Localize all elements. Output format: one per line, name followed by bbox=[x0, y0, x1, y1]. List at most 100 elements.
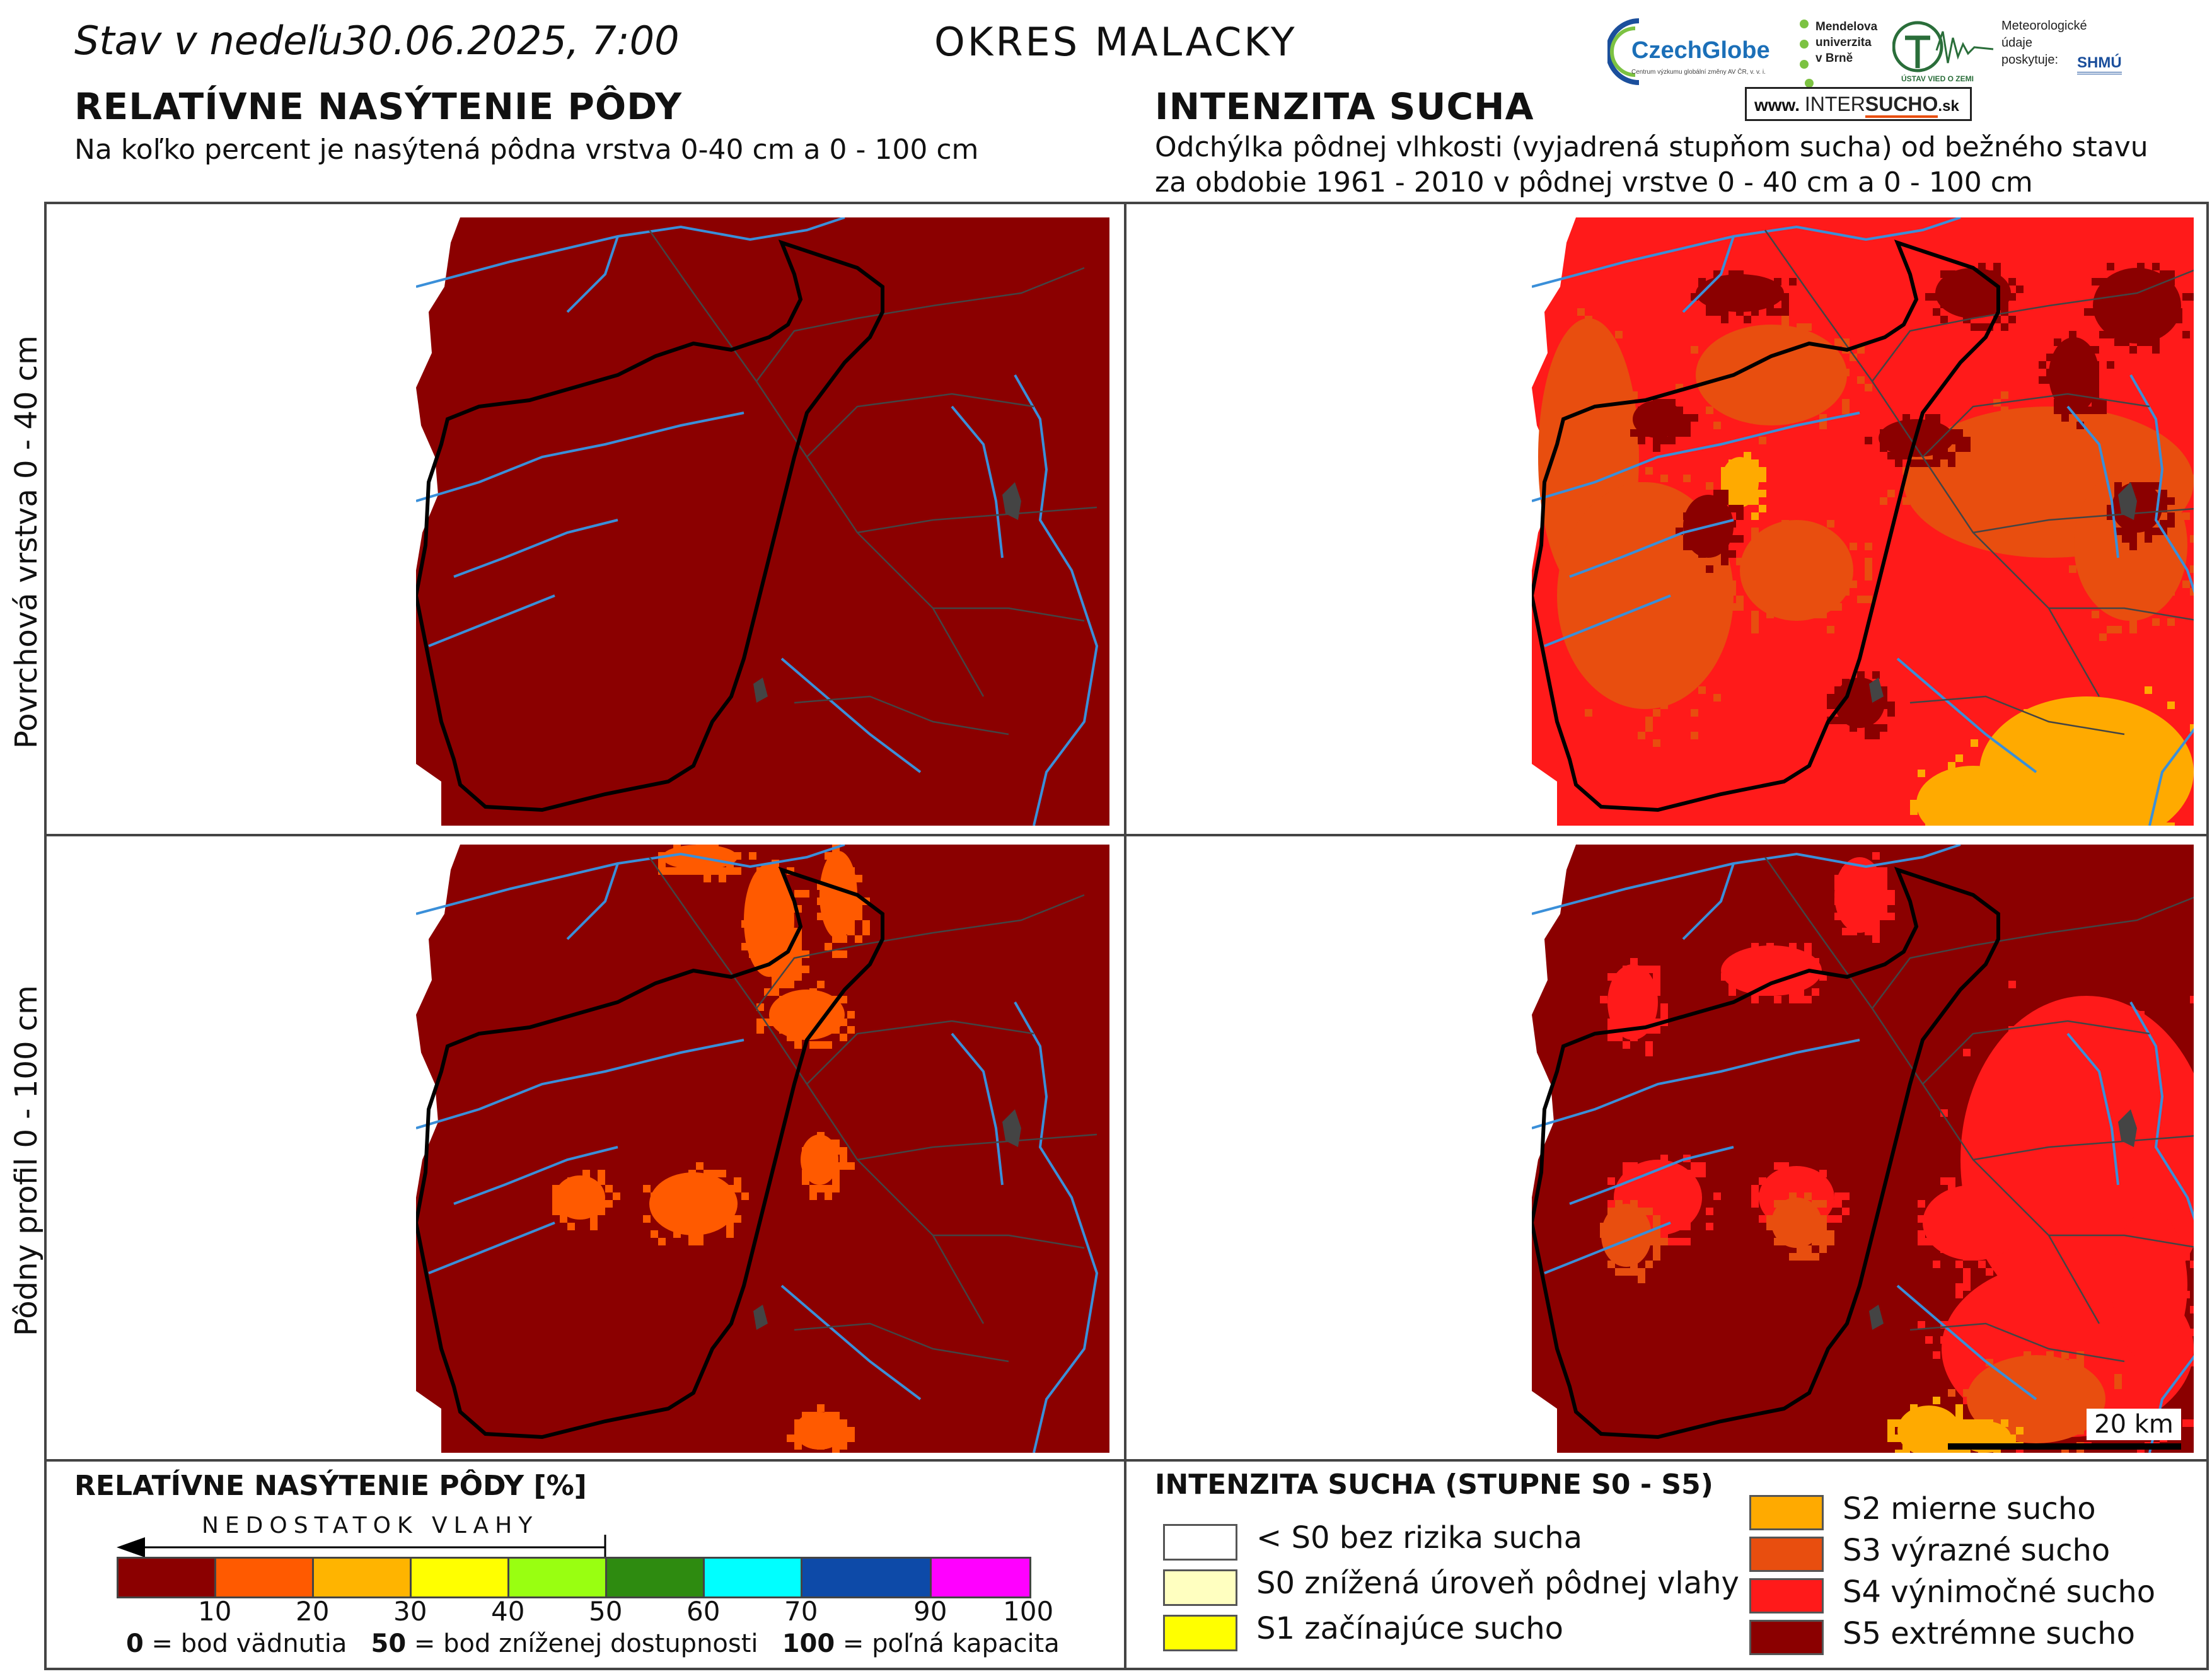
note-100-text: = poľná kapacita bbox=[835, 1629, 1060, 1658]
drought-patch bbox=[1683, 1223, 1691, 1230]
drought-patch bbox=[1986, 1389, 1993, 1397]
drought-patch bbox=[832, 928, 840, 935]
drought-patch bbox=[1910, 459, 1918, 467]
drought-patch bbox=[590, 1223, 598, 1230]
drought-patch bbox=[1751, 308, 1759, 316]
drought-patch bbox=[2107, 1276, 2114, 1283]
drought-patch bbox=[1940, 301, 1948, 308]
drought-patch bbox=[1645, 1261, 1653, 1268]
drought-patch bbox=[1721, 543, 1728, 550]
drought-patch bbox=[1577, 308, 1585, 316]
drought-patch bbox=[2114, 1329, 2122, 1336]
drought-patch bbox=[643, 1185, 651, 1192]
drought-patch bbox=[1955, 429, 1963, 437]
drought-patch bbox=[2016, 1230, 2024, 1238]
colorbar-segment bbox=[216, 1559, 314, 1596]
drought-patch bbox=[1638, 422, 1645, 429]
drought-patch bbox=[2182, 580, 2190, 588]
drought-patch bbox=[832, 1170, 840, 1177]
drought-patch bbox=[825, 1185, 832, 1192]
drought-patch bbox=[825, 1412, 832, 1419]
drought-patch bbox=[2001, 1419, 2008, 1427]
drought-patch bbox=[1607, 1034, 1615, 1041]
drought-patch bbox=[1857, 376, 1865, 384]
drought-patch bbox=[1759, 1215, 1766, 1223]
drought-patch bbox=[2182, 512, 2190, 520]
drought-patch bbox=[711, 1170, 719, 1177]
drought-patch bbox=[2084, 407, 2092, 414]
drought-patch bbox=[1781, 1200, 1789, 1208]
drought-patch bbox=[840, 996, 847, 1003]
drought-patch bbox=[734, 852, 741, 860]
drought-patch bbox=[2112, 1210, 2187, 1361]
drought-patch bbox=[2167, 490, 2175, 497]
drought-patch bbox=[1630, 966, 1638, 973]
drought-patch bbox=[1857, 679, 1865, 686]
drought-patch bbox=[1706, 1208, 1713, 1215]
drought-patch bbox=[688, 867, 696, 875]
drought-patch bbox=[1993, 437, 2001, 444]
drought-patch bbox=[1751, 512, 1759, 520]
drought-patch bbox=[749, 950, 756, 958]
drought-patch bbox=[1653, 1230, 1660, 1238]
drought-patch bbox=[1925, 1215, 1933, 1223]
drought-patch bbox=[1781, 308, 1789, 316]
admin-lines bbox=[1764, 229, 2194, 736]
drought-patch bbox=[1744, 950, 1751, 958]
drought-patch bbox=[651, 1230, 658, 1238]
drought-patch bbox=[1918, 1200, 1925, 1208]
drought-patch bbox=[1865, 732, 1872, 739]
drought-patch bbox=[726, 1230, 734, 1238]
drought-patch bbox=[1630, 429, 1638, 437]
meteo-line2: údaje bbox=[2001, 36, 2032, 50]
drought-patch bbox=[2008, 981, 2016, 988]
drought-patch bbox=[1653, 1215, 1660, 1223]
drought-patch bbox=[1607, 1019, 1615, 1026]
drought-patch bbox=[1660, 701, 1668, 709]
drought-patch bbox=[1615, 1215, 1623, 1223]
drought-patch bbox=[1607, 1261, 1615, 1268]
drought-patch bbox=[2099, 331, 2107, 338]
drought-patch bbox=[862, 928, 870, 935]
drought-patch bbox=[1925, 807, 1933, 815]
drought-patch bbox=[2152, 338, 2160, 346]
drought-patch bbox=[1842, 580, 1850, 588]
drought-patch bbox=[666, 1215, 673, 1223]
drought-patch bbox=[794, 1034, 802, 1041]
drought-patch bbox=[1751, 497, 1759, 505]
drought-patch bbox=[1880, 905, 1887, 913]
drought-patch bbox=[2137, 1450, 2145, 1453]
drought-patch bbox=[1615, 1019, 1623, 1026]
drought-patch bbox=[1933, 1397, 1940, 1404]
drought-patch bbox=[1706, 369, 1713, 376]
drought-patch bbox=[2008, 1434, 2016, 1442]
drought-patch bbox=[2001, 391, 2008, 399]
drought-patch bbox=[552, 1185, 560, 1192]
drought-patch bbox=[2152, 1374, 2160, 1382]
drought-patch bbox=[2145, 452, 2152, 459]
drought-patch bbox=[1834, 338, 1842, 346]
drought-patch bbox=[2084, 490, 2092, 497]
drought-patch bbox=[825, 852, 832, 860]
drought-patch bbox=[2152, 724, 2160, 732]
drought-patch bbox=[2175, 316, 2182, 323]
drought-patch bbox=[1834, 603, 1842, 611]
drought-patch bbox=[2069, 565, 2076, 573]
drought-patch bbox=[2167, 618, 2175, 626]
drought-patch bbox=[1834, 1192, 1842, 1200]
drought-patch bbox=[2190, 475, 2194, 482]
drought-patch bbox=[1668, 437, 1676, 444]
drought-patch bbox=[1880, 497, 1887, 505]
drought-patch bbox=[1865, 543, 1872, 550]
drought-patch bbox=[2092, 1397, 2099, 1404]
drought-patch bbox=[1645, 1049, 1653, 1056]
drought-patch bbox=[2175, 1261, 2182, 1268]
drought-patch bbox=[794, 966, 802, 973]
scale-bar bbox=[1948, 1443, 2181, 1450]
drought-patch bbox=[1676, 1170, 1683, 1177]
drought-patch bbox=[2031, 1223, 2039, 1230]
drought-patch bbox=[598, 1200, 605, 1208]
drought-patch bbox=[1728, 505, 1736, 512]
drought-patch bbox=[1978, 1427, 1986, 1434]
drought-patch bbox=[1728, 482, 1736, 490]
